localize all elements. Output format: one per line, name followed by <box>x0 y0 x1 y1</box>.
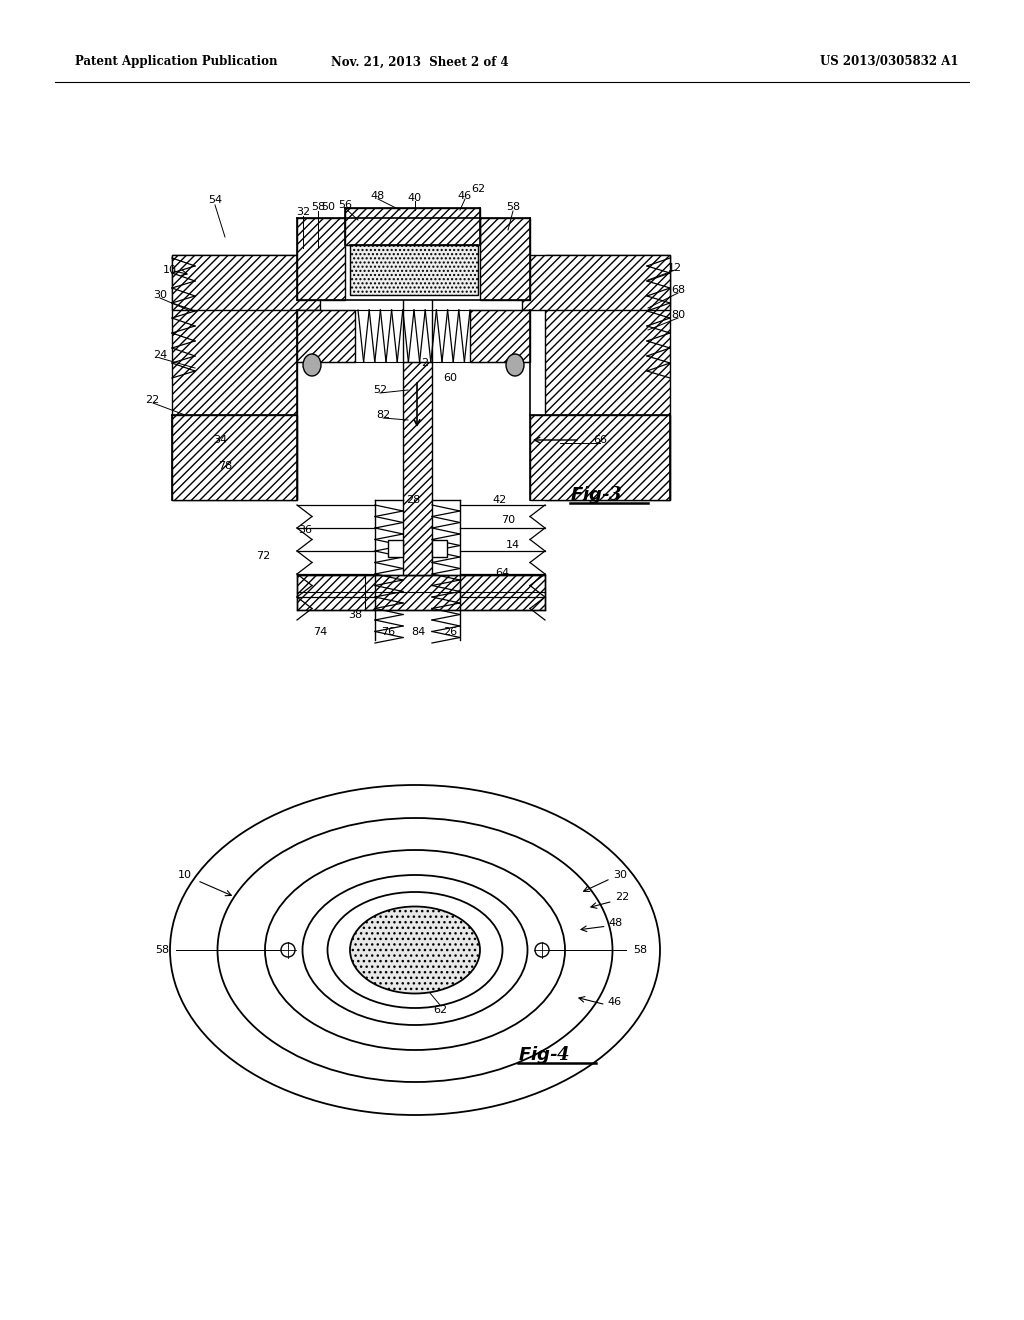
Text: 80: 80 <box>671 310 685 319</box>
Polygon shape <box>480 218 530 300</box>
Text: 58: 58 <box>506 202 520 213</box>
Ellipse shape <box>303 354 321 376</box>
Text: $\mathbfit{Fig}$-4: $\mathbfit{Fig}$-4 <box>518 1044 570 1067</box>
Text: 14: 14 <box>506 540 520 550</box>
Text: 30: 30 <box>613 870 627 880</box>
Text: 84: 84 <box>411 627 425 638</box>
Polygon shape <box>403 362 432 576</box>
Text: 40: 40 <box>408 193 422 203</box>
Text: 52: 52 <box>373 385 387 395</box>
Polygon shape <box>388 540 403 557</box>
Text: $\mathbfit{Fig}$-3: $\mathbfit{Fig}$-3 <box>570 484 623 506</box>
Text: 66: 66 <box>593 436 607 445</box>
Polygon shape <box>522 255 670 310</box>
Circle shape <box>535 942 549 957</box>
Text: 62: 62 <box>471 183 485 194</box>
Polygon shape <box>530 414 670 500</box>
Text: 24: 24 <box>153 350 167 360</box>
Text: 58: 58 <box>155 945 169 954</box>
Text: 48: 48 <box>609 917 624 928</box>
Text: 72: 72 <box>256 550 270 561</box>
Text: 38: 38 <box>348 610 362 620</box>
Text: 76: 76 <box>381 627 395 638</box>
Polygon shape <box>297 576 545 610</box>
Polygon shape <box>297 310 355 362</box>
Text: 22: 22 <box>144 395 159 405</box>
Polygon shape <box>297 218 345 300</box>
Text: Patent Application Publication: Patent Application Publication <box>75 55 278 69</box>
Text: 28: 28 <box>406 495 420 506</box>
Polygon shape <box>545 255 670 500</box>
Polygon shape <box>432 540 447 557</box>
Circle shape <box>281 942 295 957</box>
Text: 10: 10 <box>178 870 193 880</box>
Text: 34: 34 <box>213 436 227 445</box>
Polygon shape <box>470 310 530 362</box>
Text: 48: 48 <box>371 191 385 201</box>
Text: 2: 2 <box>422 358 429 368</box>
Text: 58: 58 <box>311 202 325 213</box>
Polygon shape <box>172 414 297 500</box>
Text: 30: 30 <box>153 290 167 300</box>
Text: 82: 82 <box>376 411 390 420</box>
Text: 32: 32 <box>296 207 310 216</box>
Text: 12: 12 <box>668 263 682 273</box>
Text: Nov. 21, 2013  Sheet 2 of 4: Nov. 21, 2013 Sheet 2 of 4 <box>331 55 509 69</box>
Polygon shape <box>172 255 297 500</box>
Text: 50: 50 <box>321 202 335 213</box>
Ellipse shape <box>350 907 480 994</box>
Polygon shape <box>350 246 478 294</box>
Text: 56: 56 <box>338 201 352 210</box>
Polygon shape <box>345 209 480 246</box>
Text: 36: 36 <box>298 525 312 535</box>
Text: 68: 68 <box>671 285 685 294</box>
Text: 42: 42 <box>493 495 507 506</box>
Text: 58: 58 <box>633 945 647 954</box>
Text: 60: 60 <box>443 374 457 383</box>
Text: 46: 46 <box>458 191 472 201</box>
Text: 54: 54 <box>208 195 222 205</box>
Text: 64: 64 <box>495 568 509 578</box>
Text: 78: 78 <box>218 461 232 471</box>
Text: 70: 70 <box>501 515 515 525</box>
Polygon shape <box>172 255 319 310</box>
Ellipse shape <box>506 354 524 376</box>
Text: 10: 10 <box>163 265 177 275</box>
Text: 62: 62 <box>433 1005 447 1015</box>
Text: 22: 22 <box>614 892 629 902</box>
Text: US 2013/0305832 A1: US 2013/0305832 A1 <box>820 55 958 69</box>
Text: 74: 74 <box>313 627 327 638</box>
Text: 26: 26 <box>443 627 457 638</box>
Text: 46: 46 <box>607 997 622 1007</box>
